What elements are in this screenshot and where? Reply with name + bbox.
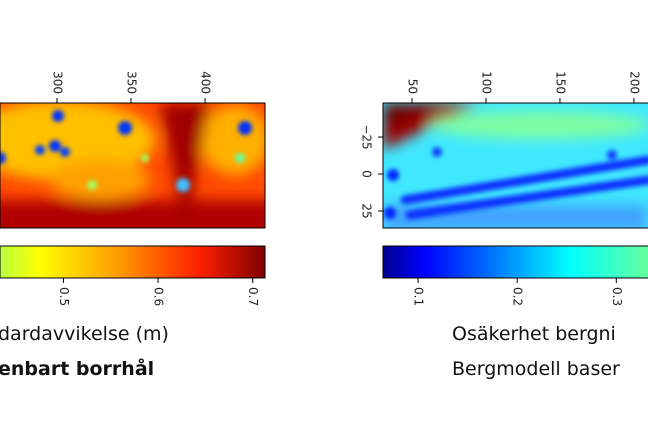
x-tick-label: 350 — [125, 71, 139, 94]
colorbar-tick-label: 0.1 — [412, 287, 426, 306]
colorbar-tick-label: 0.3 — [610, 287, 624, 306]
plot-frame — [0, 102, 266, 229]
colorbar-tick-label: 0.7 — [246, 287, 260, 306]
colorbar — [0, 245, 266, 279]
colorbar-label: dardavvikelse (m) — [0, 323, 169, 345]
x-tick-label: 400 — [199, 71, 213, 94]
x-tick-label: 100 — [479, 71, 493, 94]
colorbar-tick-label: 0.5 — [57, 287, 71, 306]
colorbar-tick-label: 0.2 — [511, 287, 525, 306]
y-tick-label: 0 — [360, 170, 374, 178]
caption: Bergmodell baser — [452, 358, 620, 380]
y-tick-label: 25 — [360, 203, 374, 218]
colorbar-label: Osäkerhet bergni — [452, 323, 616, 345]
x-tick-label: 50 — [406, 79, 420, 94]
colorbar — [382, 245, 648, 279]
x-tick-label: 150 — [553, 71, 567, 94]
heatmap-image — [383, 103, 648, 228]
x-tick-label: 200 — [627, 71, 641, 94]
caption: enbart borrhål — [0, 356, 154, 380]
plot-frame — [382, 102, 648, 229]
colorbar-tick-label: 0.6 — [152, 287, 166, 306]
x-tick-label: 300 — [50, 71, 64, 94]
heatmap-image — [0, 103, 265, 228]
y-tick-label: −25 — [360, 124, 374, 149]
